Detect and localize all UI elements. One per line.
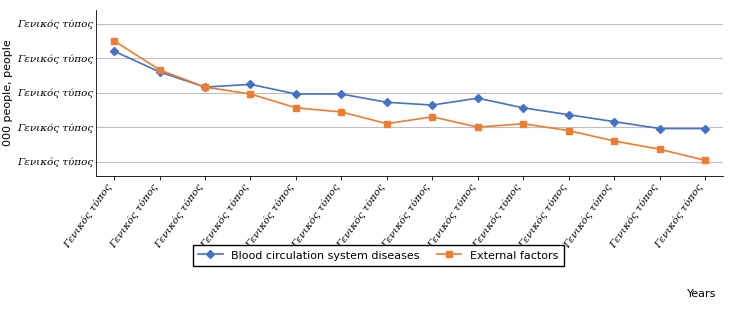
External factors: [473, 125, 482, 129]
Blood circulation system diseases: [428, 103, 437, 107]
External factors: [292, 106, 300, 110]
Blood circulation system diseases: [337, 92, 346, 96]
External factors: [519, 122, 528, 126]
Legend: Blood circulation system diseases, External factors: Blood circulation system diseases, Exter…: [193, 245, 564, 266]
External factors: [610, 139, 618, 143]
Blood circulation system diseases: [519, 106, 528, 110]
External factors: [201, 85, 210, 89]
Line: Blood circulation system diseases: Blood circulation system diseases: [111, 48, 708, 131]
Blood circulation system diseases: [246, 82, 255, 86]
Line: External factors: External factors: [111, 38, 708, 163]
Text: Years: Years: [686, 289, 716, 299]
External factors: [655, 147, 664, 151]
External factors: [700, 158, 709, 162]
External factors: [110, 39, 119, 43]
External factors: [337, 110, 346, 114]
External factors: [428, 115, 437, 119]
External factors: [565, 129, 573, 133]
Blood circulation system diseases: [155, 70, 164, 74]
Blood circulation system diseases: [473, 96, 482, 100]
Blood circulation system diseases: [610, 120, 618, 124]
Blood circulation system diseases: [201, 85, 210, 89]
Blood circulation system diseases: [700, 126, 709, 130]
Blood circulation system diseases: [655, 126, 664, 130]
Blood circulation system diseases: [110, 49, 119, 53]
Blood circulation system diseases: [382, 100, 391, 104]
External factors: [246, 92, 255, 96]
Blood circulation system diseases: [292, 92, 300, 96]
Blood circulation system diseases: [565, 113, 573, 117]
External factors: [155, 68, 164, 72]
Y-axis label: Working age mortality per 100
000 people, people: Working age mortality per 100 000 people…: [0, 7, 13, 178]
External factors: [382, 122, 391, 126]
